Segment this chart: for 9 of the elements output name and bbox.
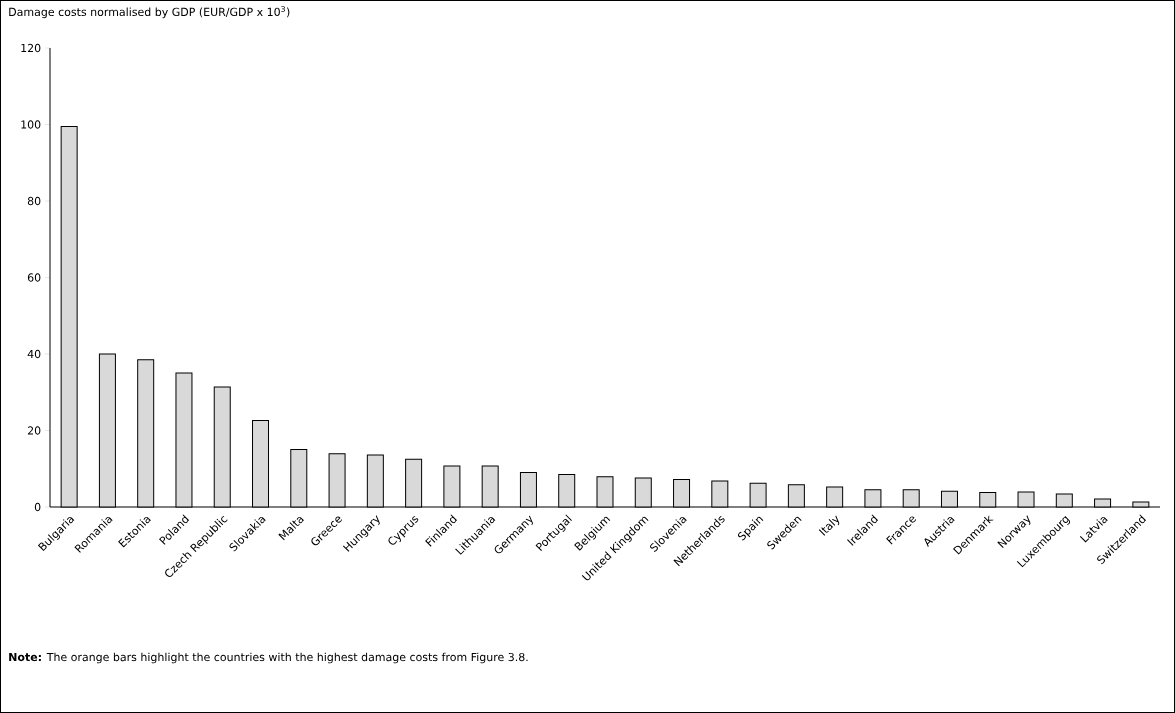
text: Note: The orange bars highlight the countries with the highest damage costs from Figure 3.8. [9,652,528,664]
y-tick-label: 40 [27,349,41,359]
y-tick-label: 0 [34,502,41,512]
chart-title: Damage costs normalised by GDP (EUR/GDP x 10$^{3}$) [9,6,290,19]
y-tick-label: 120 [21,43,41,53]
y-tick-label: 80 [27,196,41,206]
y-tick-label: 20 [27,426,41,435]
y-tick-label: 100 [21,120,41,129]
y-tick-label: 60 [27,273,41,282]
